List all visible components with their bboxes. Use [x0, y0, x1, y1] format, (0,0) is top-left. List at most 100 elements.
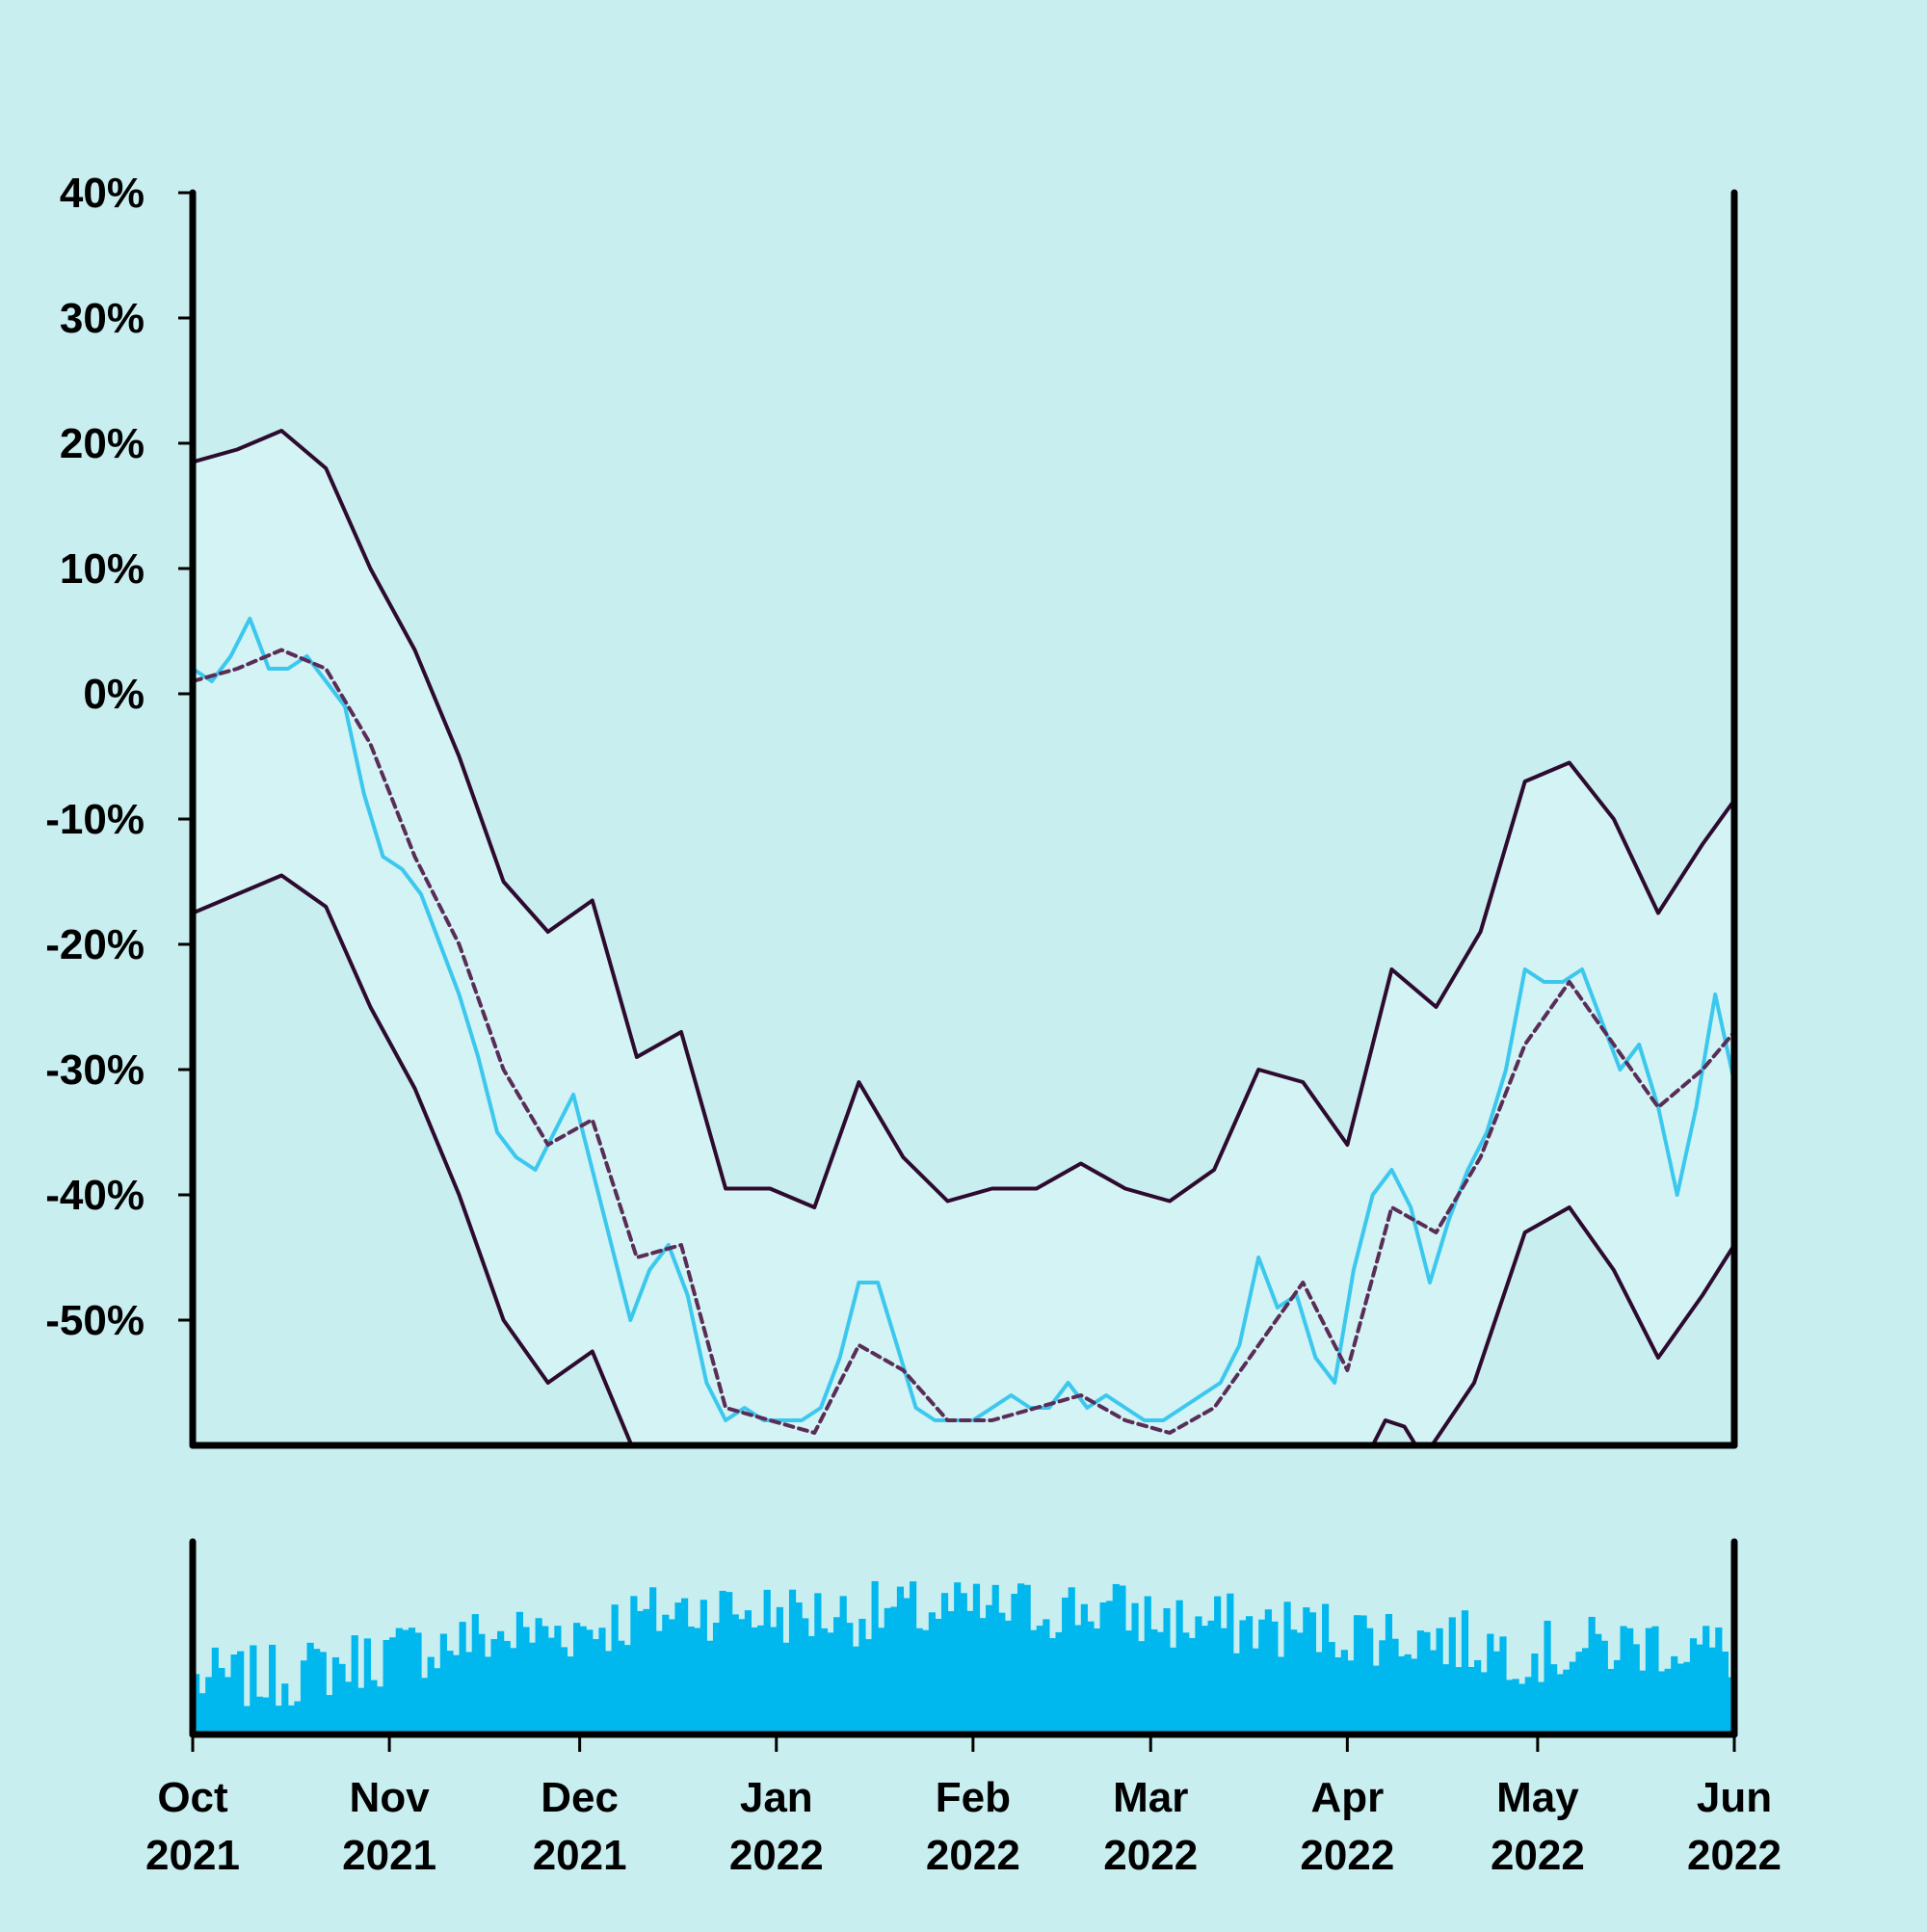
volume-bar [1423, 1631, 1431, 1734]
volume-bar [1227, 1593, 1234, 1734]
volume-bar [1347, 1660, 1355, 1734]
volume-bar [687, 1626, 695, 1734]
volume-bar [1588, 1616, 1596, 1734]
lower-band-line [193, 873, 1734, 1445]
volume-bar [1632, 1644, 1640, 1734]
volume-bar [198, 1693, 206, 1734]
volume-bar [319, 1652, 327, 1734]
volume-bar [1264, 1609, 1272, 1734]
volume-bar [795, 1602, 803, 1734]
volume-bar [313, 1649, 321, 1734]
volume-bar [1353, 1615, 1361, 1734]
volume-bar [269, 1644, 277, 1734]
volume-bar [1156, 1631, 1164, 1734]
x-tick-year-label: 2021 [533, 1832, 627, 1879]
volume-bar [954, 1582, 962, 1734]
volume-bar [446, 1651, 454, 1734]
volume-bar [1080, 1603, 1088, 1734]
volume-bar [255, 1696, 264, 1734]
volume-bar [1429, 1650, 1438, 1734]
volume-bar [1436, 1628, 1443, 1734]
volume-bar [598, 1628, 606, 1734]
volume-bar [1093, 1628, 1101, 1734]
volume-bar [351, 1635, 358, 1734]
volume-bar [510, 1648, 517, 1734]
volume-bar [1290, 1629, 1298, 1734]
band-fill [193, 431, 1734, 1445]
volume-bar [1163, 1608, 1171, 1734]
volume-bar [878, 1628, 885, 1734]
volume-bar [903, 1598, 911, 1734]
volume-bar [1296, 1632, 1304, 1734]
volume-bar [788, 1589, 797, 1734]
volume-bar [573, 1623, 581, 1734]
volume-bar [1703, 1626, 1710, 1734]
volume-bar [275, 1706, 282, 1734]
volume-bar [636, 1610, 645, 1734]
volume-bar [1524, 1677, 1532, 1734]
volume-bar [547, 1637, 555, 1734]
volume-bar [554, 1626, 562, 1734]
volume-bar [224, 1677, 232, 1734]
volume-bar [592, 1639, 599, 1734]
volume-bar [662, 1614, 670, 1734]
volume-bar [1404, 1654, 1412, 1734]
volume-bar [1068, 1587, 1075, 1734]
volume-bar [1322, 1603, 1330, 1734]
volume-bar [1391, 1638, 1399, 1734]
volume-bar [839, 1596, 847, 1734]
volume-bar [1639, 1670, 1647, 1734]
volume-bar [1626, 1628, 1634, 1734]
volume-bar [1676, 1663, 1684, 1734]
volume-bar [484, 1656, 492, 1734]
volume-bar [1359, 1615, 1367, 1734]
volume-bar [1651, 1626, 1659, 1734]
volume-bar [211, 1647, 219, 1734]
volume-bar [1207, 1620, 1215, 1734]
volume-bar [858, 1618, 866, 1734]
volume-bar [681, 1598, 689, 1734]
volume-bar [1518, 1683, 1526, 1734]
volume-bar [1411, 1658, 1418, 1734]
x-tick-year-label: 2022 [1687, 1832, 1782, 1879]
volume-bar [668, 1619, 676, 1734]
volume-bar [1448, 1617, 1456, 1734]
volume-bar [541, 1626, 549, 1734]
volume-bar [452, 1654, 461, 1734]
volume-bar [947, 1611, 955, 1734]
volume-bar [1645, 1628, 1652, 1734]
volume-bar [230, 1654, 238, 1734]
volume-bar [490, 1639, 498, 1734]
volume-bar [402, 1629, 409, 1734]
volume-bar [751, 1627, 758, 1734]
volume-bar [535, 1618, 542, 1734]
volume-bar [408, 1628, 416, 1734]
volume-bar [1232, 1653, 1241, 1734]
volume-bar [820, 1628, 829, 1734]
volume-bar [890, 1606, 898, 1734]
volume-bar [807, 1635, 815, 1734]
volume-bar [1537, 1681, 1545, 1734]
volume-bar [218, 1668, 225, 1734]
volume-bar [522, 1627, 530, 1734]
volume-bar [370, 1680, 378, 1734]
volume-bar [738, 1619, 746, 1734]
volume-bar [1188, 1638, 1196, 1734]
volume-bar [1461, 1610, 1469, 1734]
volume-bar [459, 1622, 466, 1734]
volume-bar [1563, 1669, 1571, 1734]
volume-bar [1467, 1666, 1475, 1734]
volume-bar [478, 1633, 486, 1734]
volume-bar [1600, 1640, 1608, 1734]
volume-bar [1099, 1601, 1107, 1734]
volume-bar [1480, 1672, 1488, 1734]
volume-bar [205, 1677, 213, 1734]
volume-bar [1023, 1584, 1031, 1734]
volume-bar [915, 1628, 923, 1734]
volume-bar [719, 1590, 726, 1734]
volume-bar [427, 1656, 435, 1734]
volume-bar [1175, 1600, 1183, 1734]
volume-bar [864, 1639, 873, 1734]
